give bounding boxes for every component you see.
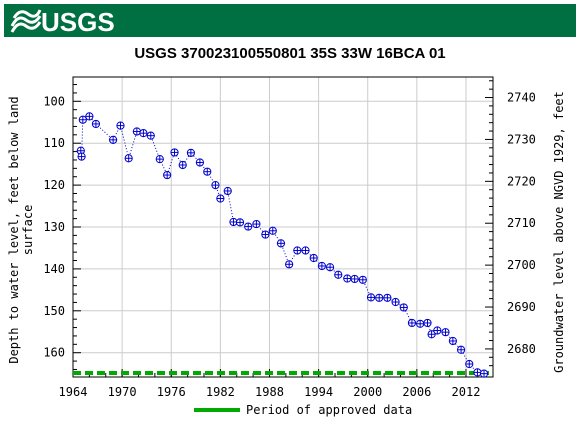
- y-left-label-line1: Depth to water level, feet below land: [7, 96, 21, 363]
- data-point: [343, 274, 352, 283]
- y-left-label-line2: surface: [21, 205, 35, 256]
- data-point: [146, 131, 155, 140]
- y-axis-right: 2740 2730 2720 2710 2700 2690 2680: [485, 80, 536, 367]
- data-point: [375, 293, 384, 302]
- x-tick-label: 1988: [255, 385, 284, 399]
- x-axis: 1964 1970 1976 1982 1988 1994 2000 2006 2012: [59, 369, 483, 399]
- data-point: [456, 345, 466, 354]
- data-point: [155, 155, 164, 164]
- data-point: [358, 275, 367, 284]
- data-point: [170, 148, 179, 157]
- data-point: [91, 119, 101, 129]
- data-point: [244, 222, 253, 231]
- y-axis-left: 100 110 120 130 140 150 160: [43, 84, 81, 370]
- data-point: [261, 230, 270, 239]
- data-point: [448, 336, 457, 346]
- data-point: [109, 135, 118, 144]
- data-point: [124, 154, 133, 163]
- data-point: [178, 160, 187, 170]
- x-tick-label: 1994: [304, 385, 333, 399]
- data-point: [416, 319, 425, 328]
- x-tick-label: 2000: [353, 385, 382, 399]
- data-point: [334, 270, 343, 279]
- data-point: [216, 194, 225, 203]
- x-tick-label: 1964: [59, 385, 88, 399]
- data-point: [391, 297, 400, 307]
- x-tick-label: 2012: [452, 385, 481, 399]
- data-point: [317, 261, 326, 271]
- data-point: [139, 129, 148, 138]
- y-left-tick-label: 100: [43, 94, 65, 108]
- y-right-tick-label: 2730: [507, 132, 536, 146]
- x-tick-label: 1982: [206, 385, 235, 399]
- usgs-wave-icon: [10, 9, 42, 33]
- data-point: [366, 293, 376, 302]
- data-point: [76, 146, 85, 155]
- x-tick-label: 1976: [157, 385, 186, 399]
- data-point: [427, 330, 436, 339]
- data-point: [77, 152, 86, 161]
- usgs-logo[interactable]: USGS: [10, 6, 130, 36]
- data-point: [423, 318, 432, 328]
- usgs-header-bar: USGS: [4, 4, 576, 37]
- y-right-label: Groundwater level above NGVD 1929, feet: [552, 91, 566, 373]
- data-point: [116, 121, 125, 130]
- data-point: [186, 148, 195, 157]
- data-point: [383, 293, 392, 302]
- data-point: [325, 263, 335, 272]
- y-left-tick-label: 150: [43, 304, 65, 318]
- y-right-tick-label: 2710: [507, 216, 536, 230]
- data-point: [132, 127, 141, 136]
- data-point: [252, 219, 261, 229]
- data-point: [285, 260, 294, 269]
- data-point: [293, 246, 302, 255]
- data-point: [433, 326, 442, 335]
- data-point: [223, 186, 232, 196]
- data-point: [235, 218, 245, 227]
- y-right-tick-label: 2680: [507, 342, 536, 356]
- data-series: [76, 112, 489, 378]
- data-point: [441, 328, 450, 337]
- data-point: [78, 115, 87, 124]
- data-point: [350, 274, 359, 284]
- data-point: [473, 368, 482, 377]
- data-point: [211, 181, 220, 190]
- data-point: [203, 167, 212, 176]
- data-point: [301, 246, 310, 255]
- y-left-tick-label: 130: [43, 220, 65, 234]
- y-right-tick-label: 2700: [507, 258, 536, 272]
- data-point: [276, 239, 286, 248]
- chart-title: USGS 370023100550801 35S 33W 16BCA 01: [134, 45, 445, 62]
- data-point: [465, 359, 474, 369]
- data-point: [268, 226, 277, 235]
- y-left-tick-label: 160: [43, 346, 65, 360]
- data-point: [399, 303, 408, 312]
- data-point: [407, 318, 417, 328]
- legend-label: Period of approved data: [246, 403, 412, 417]
- data-point: [309, 253, 318, 263]
- x-tick-label: 1970: [108, 385, 137, 399]
- data-point: [163, 170, 172, 180]
- y-right-tick-label: 2690: [507, 300, 536, 314]
- data-point: [85, 112, 94, 121]
- data-point: [229, 217, 238, 227]
- y-left-tick-label: 140: [43, 262, 65, 276]
- y-right-tick-label: 2740: [507, 91, 536, 105]
- x-tick-label: 2006: [402, 385, 431, 399]
- logo-text: USGS: [41, 7, 115, 36]
- y-left-tick-label: 110: [43, 136, 65, 150]
- data-point: [479, 369, 489, 378]
- y-left-tick-label: 120: [43, 178, 65, 192]
- data-point: [195, 158, 205, 167]
- y-right-tick-label: 2720: [507, 174, 536, 188]
